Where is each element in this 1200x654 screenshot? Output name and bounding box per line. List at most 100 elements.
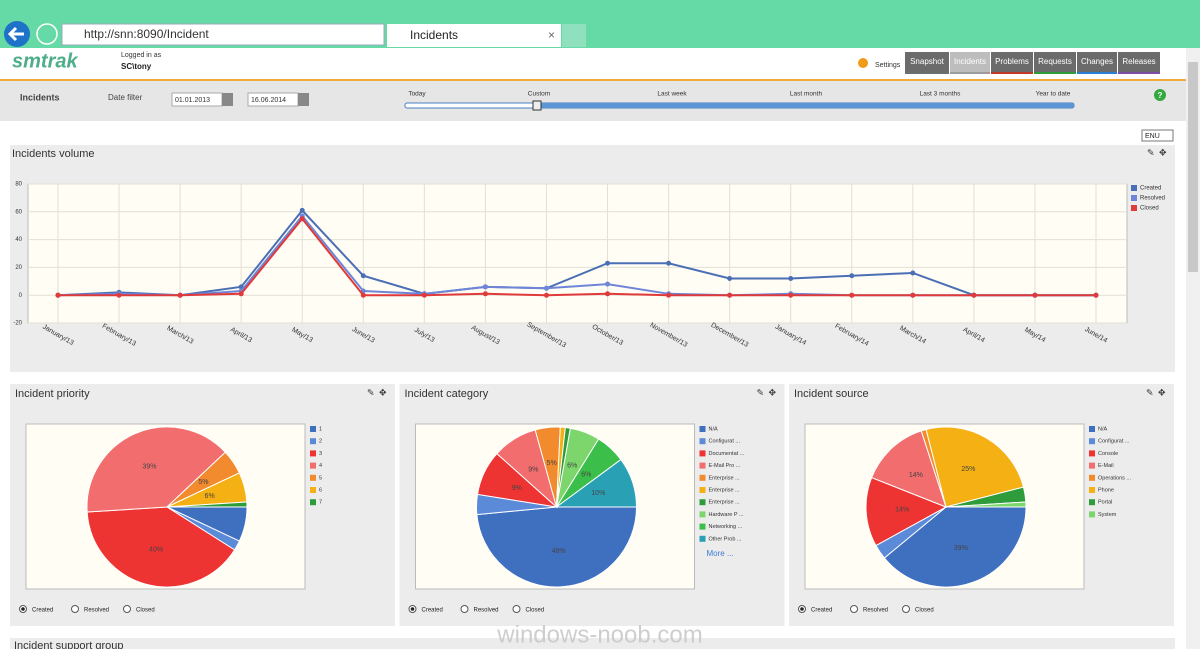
slice-label: 48%: [552, 548, 566, 555]
radio-label[interactable]: Created: [811, 608, 832, 614]
nav-tab[interactable]: [991, 52, 1033, 72]
legend-swatch: [310, 474, 316, 481]
nav-tab[interactable]: [1034, 52, 1076, 72]
legend-label[interactable]: Created: [1140, 186, 1161, 192]
legend-swatch: [1089, 499, 1095, 506]
radio-label[interactable]: Created: [422, 608, 443, 614]
chart-title: Incident priority: [15, 388, 90, 400]
nav-tab[interactable]: [950, 52, 990, 72]
pin-icon[interactable]: ✎: [1147, 147, 1155, 157]
legend-label[interactable]: Console: [1098, 451, 1118, 457]
radio-label[interactable]: Resolved: [474, 608, 499, 614]
user: SC\tony: [121, 62, 152, 71]
radio-dot: [800, 607, 804, 611]
forward-button[interactable]: [36, 23, 58, 45]
point: [727, 276, 733, 282]
legend-label[interactable]: Documentat ...: [709, 451, 745, 457]
radio[interactable]: [123, 605, 131, 613]
legend-label[interactable]: 7: [319, 500, 322, 506]
pin-icon[interactable]: ✎: [367, 387, 375, 397]
legend-swatch: [1089, 462, 1095, 469]
nav-tab[interactable]: [905, 52, 949, 72]
preset-label[interactable]: Last week: [657, 91, 687, 98]
address-bar[interactable]: [61, 23, 385, 46]
radio[interactable]: [902, 605, 910, 613]
preset-label[interactable]: Year to date: [1036, 91, 1071, 98]
nav-label[interactable]: Requests: [1038, 57, 1072, 66]
point: [727, 292, 733, 298]
slider-handle[interactable]: [532, 100, 542, 111]
pin-icon[interactable]: ✎: [757, 387, 765, 397]
nav-tab[interactable]: [1077, 52, 1117, 72]
y-tick-label: 0: [19, 293, 23, 299]
radio-label[interactable]: Created: [32, 608, 53, 614]
radio-label[interactable]: Closed: [136, 608, 155, 614]
expand-icon[interactable]: ✥: [1159, 147, 1167, 157]
legend-label[interactable]: E-Mail: [1098, 463, 1114, 469]
legend-label[interactable]: 1: [319, 426, 322, 432]
preset-label[interactable]: Last 3 months: [920, 91, 962, 98]
watermark: windows-noob.com: [496, 621, 702, 648]
legend-label[interactable]: Phone: [1098, 487, 1114, 493]
nav-label[interactable]: Releases: [1122, 57, 1155, 66]
legend-swatch: [310, 426, 316, 432]
legend-label[interactable]: Enterprise ...: [709, 487, 741, 493]
legend-label[interactable]: N/A: [709, 426, 719, 432]
language-select[interactable]: [1141, 129, 1174, 142]
nav-label[interactable]: Changes: [1081, 57, 1113, 66]
nav-tab[interactable]: [1118, 52, 1160, 72]
new-tab[interactable]: [562, 24, 586, 47]
legend-label[interactable]: Portal: [1098, 500, 1112, 506]
expand-icon[interactable]: ✥: [769, 387, 777, 397]
legend-label[interactable]: Resolved: [1140, 196, 1165, 202]
settings[interactable]: Settings: [875, 62, 901, 69]
chart-title: Incident source: [794, 388, 869, 400]
nav-label[interactable]: Incidents: [954, 57, 986, 66]
legend-label[interactable]: System: [1098, 512, 1117, 518]
legend-more[interactable]: More ...: [707, 549, 734, 558]
point: [360, 273, 366, 279]
radio-label[interactable]: Resolved: [863, 608, 888, 614]
legend-label[interactable]: Enterprise ...: [709, 500, 741, 506]
radio[interactable]: [512, 605, 521, 613]
legend-label[interactable]: Operations ...: [1098, 475, 1131, 481]
legend-label[interactable]: Configurat ...: [1098, 439, 1130, 445]
legend-label[interactable]: 6: [319, 487, 322, 493]
radio[interactable]: [850, 605, 858, 613]
radio-label[interactable]: Closed: [526, 608, 545, 614]
pin-icon[interactable]: ✎: [1146, 387, 1154, 397]
preset-label[interactable]: Today: [408, 91, 426, 98]
legend-label[interactable]: 4: [319, 463, 322, 469]
scroll-thumb[interactable]: [1188, 62, 1198, 272]
legend-label[interactable]: Networking ...: [709, 524, 743, 530]
legend-label[interactable]: 5: [319, 475, 322, 481]
legend-label[interactable]: Enterprise ...: [709, 475, 741, 481]
expand-icon[interactable]: ✥: [1158, 387, 1166, 397]
calendar-button[interactable]: [222, 93, 233, 106]
nav-underline: [991, 72, 1033, 74]
legend-swatch: [1089, 474, 1095, 481]
settings-icon[interactable]: [858, 58, 868, 68]
radio-label[interactable]: Resolved: [84, 608, 109, 614]
legend-label[interactable]: Hardware P ...: [709, 512, 745, 518]
expand-icon[interactable]: ✥: [379, 387, 387, 397]
radio[interactable]: [460, 605, 469, 613]
tab[interactable]: [387, 24, 561, 47]
radio-dot: [21, 607, 25, 611]
legend-label[interactable]: Configurat ...: [709, 439, 741, 445]
legend-label[interactable]: Other Prob ...: [709, 536, 742, 542]
nav-label[interactable]: Problems: [995, 57, 1029, 66]
radio[interactable]: [71, 605, 79, 613]
calendar-button[interactable]: [298, 93, 309, 106]
legend-label[interactable]: 2: [319, 439, 322, 445]
preset-label[interactable]: Last month: [790, 91, 823, 98]
preset-label[interactable]: Custom: [528, 91, 550, 98]
nav-label[interactable]: Snapshot: [910, 57, 945, 66]
tab-close[interactable]: ×: [548, 28, 555, 42]
legend-label[interactable]: E-Mail Pro ...: [709, 463, 741, 469]
legend-label[interactable]: Closed: [1140, 206, 1159, 212]
radio-label[interactable]: Closed: [915, 608, 934, 614]
help-icon[interactable]: [1154, 89, 1166, 101]
legend-label[interactable]: 3: [319, 451, 322, 457]
legend-label[interactable]: N/A: [1098, 426, 1108, 432]
